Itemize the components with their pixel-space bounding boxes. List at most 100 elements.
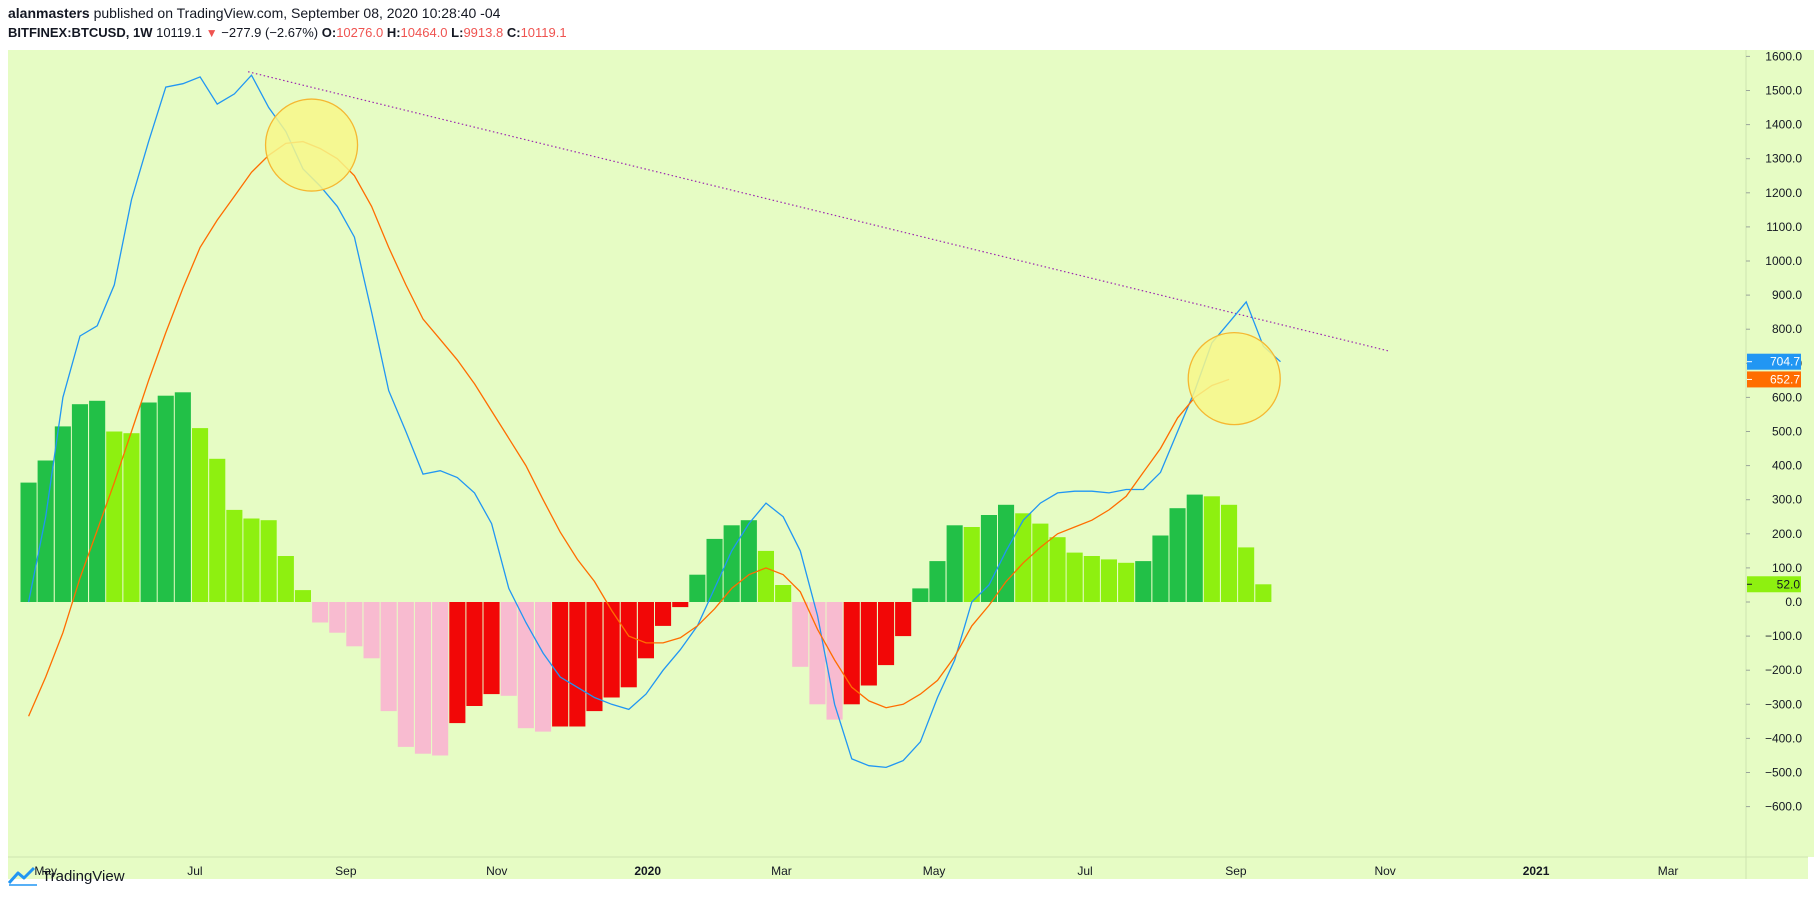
histogram-bar <box>569 602 586 727</box>
footer: TradingView <box>8 866 125 886</box>
histogram-bar <box>1238 547 1255 602</box>
last-value-badge <box>1747 576 1801 593</box>
histogram-bar <box>312 602 329 623</box>
x-tick-label: Mar <box>1658 864 1679 878</box>
histogram-bar <box>792 602 809 667</box>
interval: 1W <box>132 25 153 40</box>
plot-area <box>8 50 1746 857</box>
histogram-bar <box>1186 494 1203 602</box>
histogram-bar <box>500 602 517 696</box>
macd-line <box>27 74 1281 769</box>
histogram-bar <box>912 588 929 602</box>
last-value-label: 652.7 <box>1770 372 1800 386</box>
price-change: −277.9 (−2.67%) <box>221 25 319 40</box>
histogram-bar <box>946 525 963 602</box>
histogram-bar <box>998 504 1015 602</box>
histogram-bar <box>980 515 997 602</box>
last-value-badge <box>1747 353 1801 370</box>
histogram-bar <box>397 602 414 747</box>
y-tick-label: 1600.0 <box>1765 49 1802 63</box>
histogram-bar <box>1255 584 1272 602</box>
x-tick-label: Sep <box>1225 864 1247 878</box>
y-tick-label: 400.0 <box>1772 459 1802 473</box>
histogram-bar <box>1015 513 1032 602</box>
low-label: L: <box>451 25 464 40</box>
histogram-bar <box>37 460 54 602</box>
histogram-bar <box>226 509 243 602</box>
y-tick-label: 1100.0 <box>1766 220 1802 234</box>
histogram-bar <box>1135 561 1152 602</box>
last-value-label: 704.7 <box>1770 355 1800 369</box>
y-tick-label: 600.0 <box>1772 390 1802 404</box>
y-tick-label: 100.0 <box>1772 561 1802 575</box>
y-tick-label: −600.0 <box>1765 800 1802 814</box>
histogram-bar <box>466 602 483 706</box>
histogram-bar <box>740 520 757 602</box>
histogram-bar <box>929 561 946 602</box>
x-tick-label: Nov <box>1374 864 1395 878</box>
low-value: 9913.8 <box>463 25 504 40</box>
histogram-bar <box>363 602 380 659</box>
author-name[interactable]: alanmasters <box>8 5 90 21</box>
histogram-bar <box>1049 537 1066 602</box>
x-tick-label: Nov <box>486 864 507 878</box>
y-tick-label: −100.0 <box>1765 629 1802 643</box>
symbol-name[interactable]: BITFINEX:BTCUSD, <box>8 25 130 40</box>
y-tick-label: 1000.0 <box>1765 254 1802 268</box>
last-price: 10119.1 <box>156 25 203 40</box>
histogram-bar <box>672 602 689 608</box>
y-tick-label: −300.0 <box>1765 697 1802 711</box>
last-value-badge <box>1747 371 1801 388</box>
histogram-bar <box>963 527 980 602</box>
histogram-bar <box>1083 556 1100 602</box>
x-tick-label: May <box>923 864 946 878</box>
x-tick-label: Mar <box>771 864 792 878</box>
histogram-bar <box>243 518 260 602</box>
close-value: 10119.1 <box>520 25 567 40</box>
histogram-bar <box>157 395 174 602</box>
y-tick-label: 1400.0 <box>1765 118 1802 132</box>
histogram-bar <box>878 602 895 666</box>
histogram-bar <box>1169 508 1186 602</box>
open-value: 10276.0 <box>336 25 384 40</box>
x-tick-label: Jul <box>187 864 202 878</box>
histogram-bar <box>277 556 294 602</box>
histogram-bar <box>1118 562 1135 602</box>
x-tick-label: Sep <box>335 864 357 878</box>
histogram-bar <box>106 431 123 602</box>
histogram-bar <box>809 602 826 705</box>
histogram-bar <box>517 602 534 729</box>
tradingview-logo-icon[interactable] <box>8 866 38 886</box>
histogram-bar <box>174 392 191 602</box>
down-arrow-icon: ▼ <box>205 26 218 40</box>
y-tick-label: 0.0 <box>1785 595 1802 609</box>
histogram-bar <box>757 550 774 602</box>
histogram-bar <box>89 400 106 602</box>
time-axis-area <box>8 857 1808 879</box>
x-tick-label: 2020 <box>634 864 661 878</box>
histogram-bar <box>380 602 397 712</box>
y-tick-label: 1200.0 <box>1765 186 1802 200</box>
publish-line: alanmasters published on TradingView.com… <box>8 4 1808 22</box>
brand-name[interactable]: TradingView <box>42 867 125 885</box>
histogram-bar <box>123 433 140 602</box>
open-label: O: <box>321 25 337 40</box>
histogram-bar <box>706 538 723 602</box>
close-label: C: <box>506 25 521 40</box>
x-tick-label: 2021 <box>1523 864 1550 878</box>
y-tick-label: 1300.0 <box>1765 152 1802 166</box>
histogram-bar <box>140 402 157 602</box>
highlight-circle <box>264 98 359 192</box>
y-tick-label: 1500.0 <box>1765 84 1802 98</box>
histogram-bar <box>260 520 277 602</box>
histogram-bar <box>1066 552 1083 602</box>
x-tick-label: May <box>34 864 57 878</box>
histogram-bar <box>346 602 363 647</box>
histogram-bar <box>1221 504 1238 602</box>
histogram-bar <box>294 590 311 602</box>
histogram-bar <box>552 602 569 727</box>
high-label: H: <box>386 25 401 40</box>
histogram-bar <box>483 602 500 695</box>
histogram-bar <box>1100 559 1117 602</box>
